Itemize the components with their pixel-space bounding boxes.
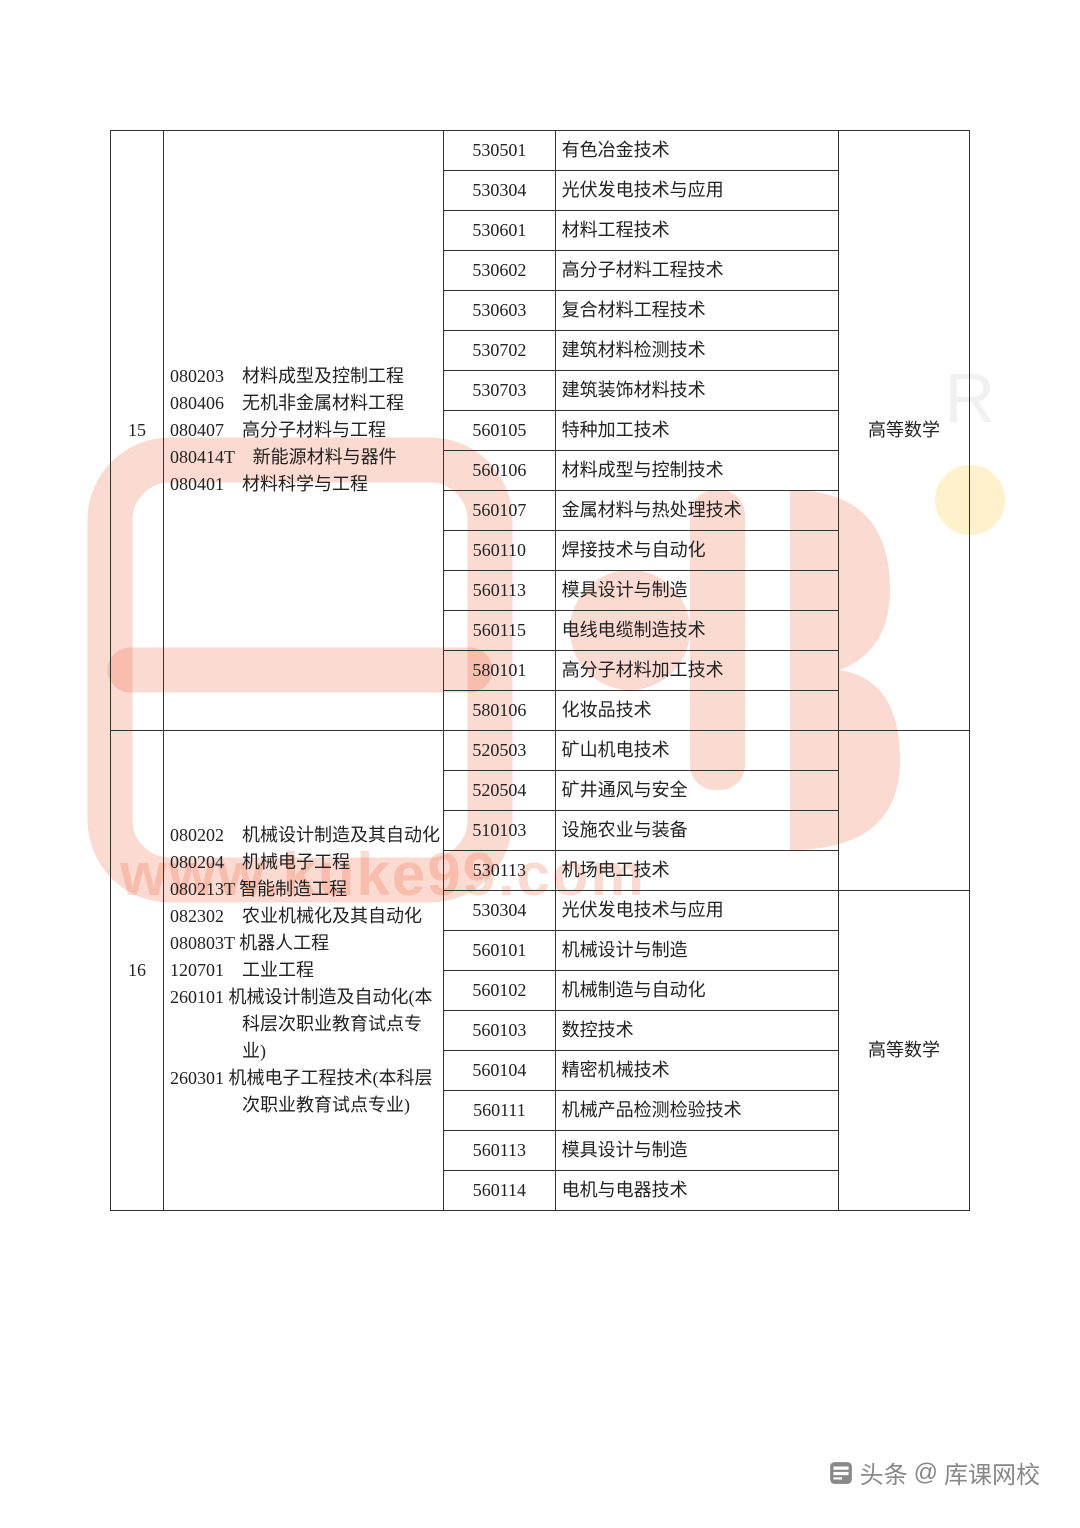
spec-code: 560101 xyxy=(444,931,555,971)
footer-name: 库课网校 xyxy=(944,1455,1040,1490)
spec-name: 金属材料与热处理技术 xyxy=(555,491,838,531)
footer-attribution: 头条 @ 库课网校 xyxy=(828,1455,1040,1490)
spec-code: 510103 xyxy=(444,811,555,851)
spec-name: 模具设计与制造 xyxy=(555,571,838,611)
spec-name: 建筑装饰材料技术 xyxy=(555,371,838,411)
spec-name: 机械制造与自动化 xyxy=(555,971,838,1011)
spec-name: 矿山机电技术 xyxy=(555,731,838,771)
spec-name: 精密机械技术 xyxy=(555,1051,838,1091)
spec-code: 560113 xyxy=(444,571,555,611)
spec-name: 电机与电器技术 xyxy=(555,1171,838,1211)
spec-name: 光伏发电技术与应用 xyxy=(555,891,838,931)
exam-subject: 高等数学 xyxy=(839,891,970,1211)
spec-name: 材料工程技术 xyxy=(555,211,838,251)
spec-code: 560114 xyxy=(444,1171,555,1211)
spec-code: 560104 xyxy=(444,1051,555,1091)
spec-code: 530304 xyxy=(444,891,555,931)
spec-name: 化妆品技术 xyxy=(555,691,838,731)
spec-code: 560103 xyxy=(444,1011,555,1051)
group-majors: 080203 材料成型及控制工程080406 无机非金属材料工程080407 高… xyxy=(164,131,444,731)
spec-name: 建筑材料检测技术 xyxy=(555,331,838,371)
spec-code: 530601 xyxy=(444,211,555,251)
spec-name: 机械产品检测检验技术 xyxy=(555,1091,838,1131)
spec-code: 560110 xyxy=(444,531,555,571)
spec-name: 材料成型与控制技术 xyxy=(555,451,838,491)
spec-name: 机场电工技术 xyxy=(555,851,838,891)
spec-name: 数控技术 xyxy=(555,1011,838,1051)
spec-code: 560111 xyxy=(444,1091,555,1131)
major-table: 15080203 材料成型及控制工程080406 无机非金属材料工程080407… xyxy=(110,130,970,1211)
spec-name: 特种加工技术 xyxy=(555,411,838,451)
spec-code: 560115 xyxy=(444,611,555,651)
spec-code: 560107 xyxy=(444,491,555,531)
spec-code: 530501 xyxy=(444,131,555,171)
spec-code: 560106 xyxy=(444,451,555,491)
spec-name: 光伏发电技术与应用 xyxy=(555,171,838,211)
spec-name: 焊接技术与自动化 xyxy=(555,531,838,571)
spec-code: 530603 xyxy=(444,291,555,331)
spec-name: 机械设计与制造 xyxy=(555,931,838,971)
spec-name: 矿井通风与安全 xyxy=(555,771,838,811)
spec-code: 530602 xyxy=(444,251,555,291)
table-row: 15080203 材料成型及控制工程080406 无机非金属材料工程080407… xyxy=(111,131,970,171)
spec-code: 560102 xyxy=(444,971,555,1011)
footer-at: @ xyxy=(914,1459,938,1487)
spec-code: 530113 xyxy=(444,851,555,891)
spec-name: 复合材料工程技术 xyxy=(555,291,838,331)
spec-code: 530703 xyxy=(444,371,555,411)
group-index: 15 xyxy=(111,131,164,731)
group-majors: 080202 机械设计制造及其自动化080204 机械电子工程080213T 智… xyxy=(164,731,444,1211)
group-index: 16 xyxy=(111,731,164,1211)
spec-name: 高分子材料工程技术 xyxy=(555,251,838,291)
spec-code: 530702 xyxy=(444,331,555,371)
exam-subject: 高等数学 xyxy=(839,131,970,731)
toutiao-icon xyxy=(828,1460,854,1486)
spec-name: 有色冶金技术 xyxy=(555,131,838,171)
spec-code: 530304 xyxy=(444,171,555,211)
spec-name: 高分子材料加工技术 xyxy=(555,651,838,691)
spec-code: 560105 xyxy=(444,411,555,451)
spec-name: 电线电缆制造技术 xyxy=(555,611,838,651)
spec-code: 560113 xyxy=(444,1131,555,1171)
spec-code: 580106 xyxy=(444,691,555,731)
spec-code: 520504 xyxy=(444,771,555,811)
table-row: 16080202 机械设计制造及其自动化080204 机械电子工程080213T… xyxy=(111,731,970,771)
spec-name: 设施农业与装备 xyxy=(555,811,838,851)
spec-code: 520503 xyxy=(444,731,555,771)
spec-name: 模具设计与制造 xyxy=(555,1131,838,1171)
footer-prefix: 头条 xyxy=(860,1455,908,1490)
exam-empty xyxy=(839,731,970,891)
spec-code: 580101 xyxy=(444,651,555,691)
